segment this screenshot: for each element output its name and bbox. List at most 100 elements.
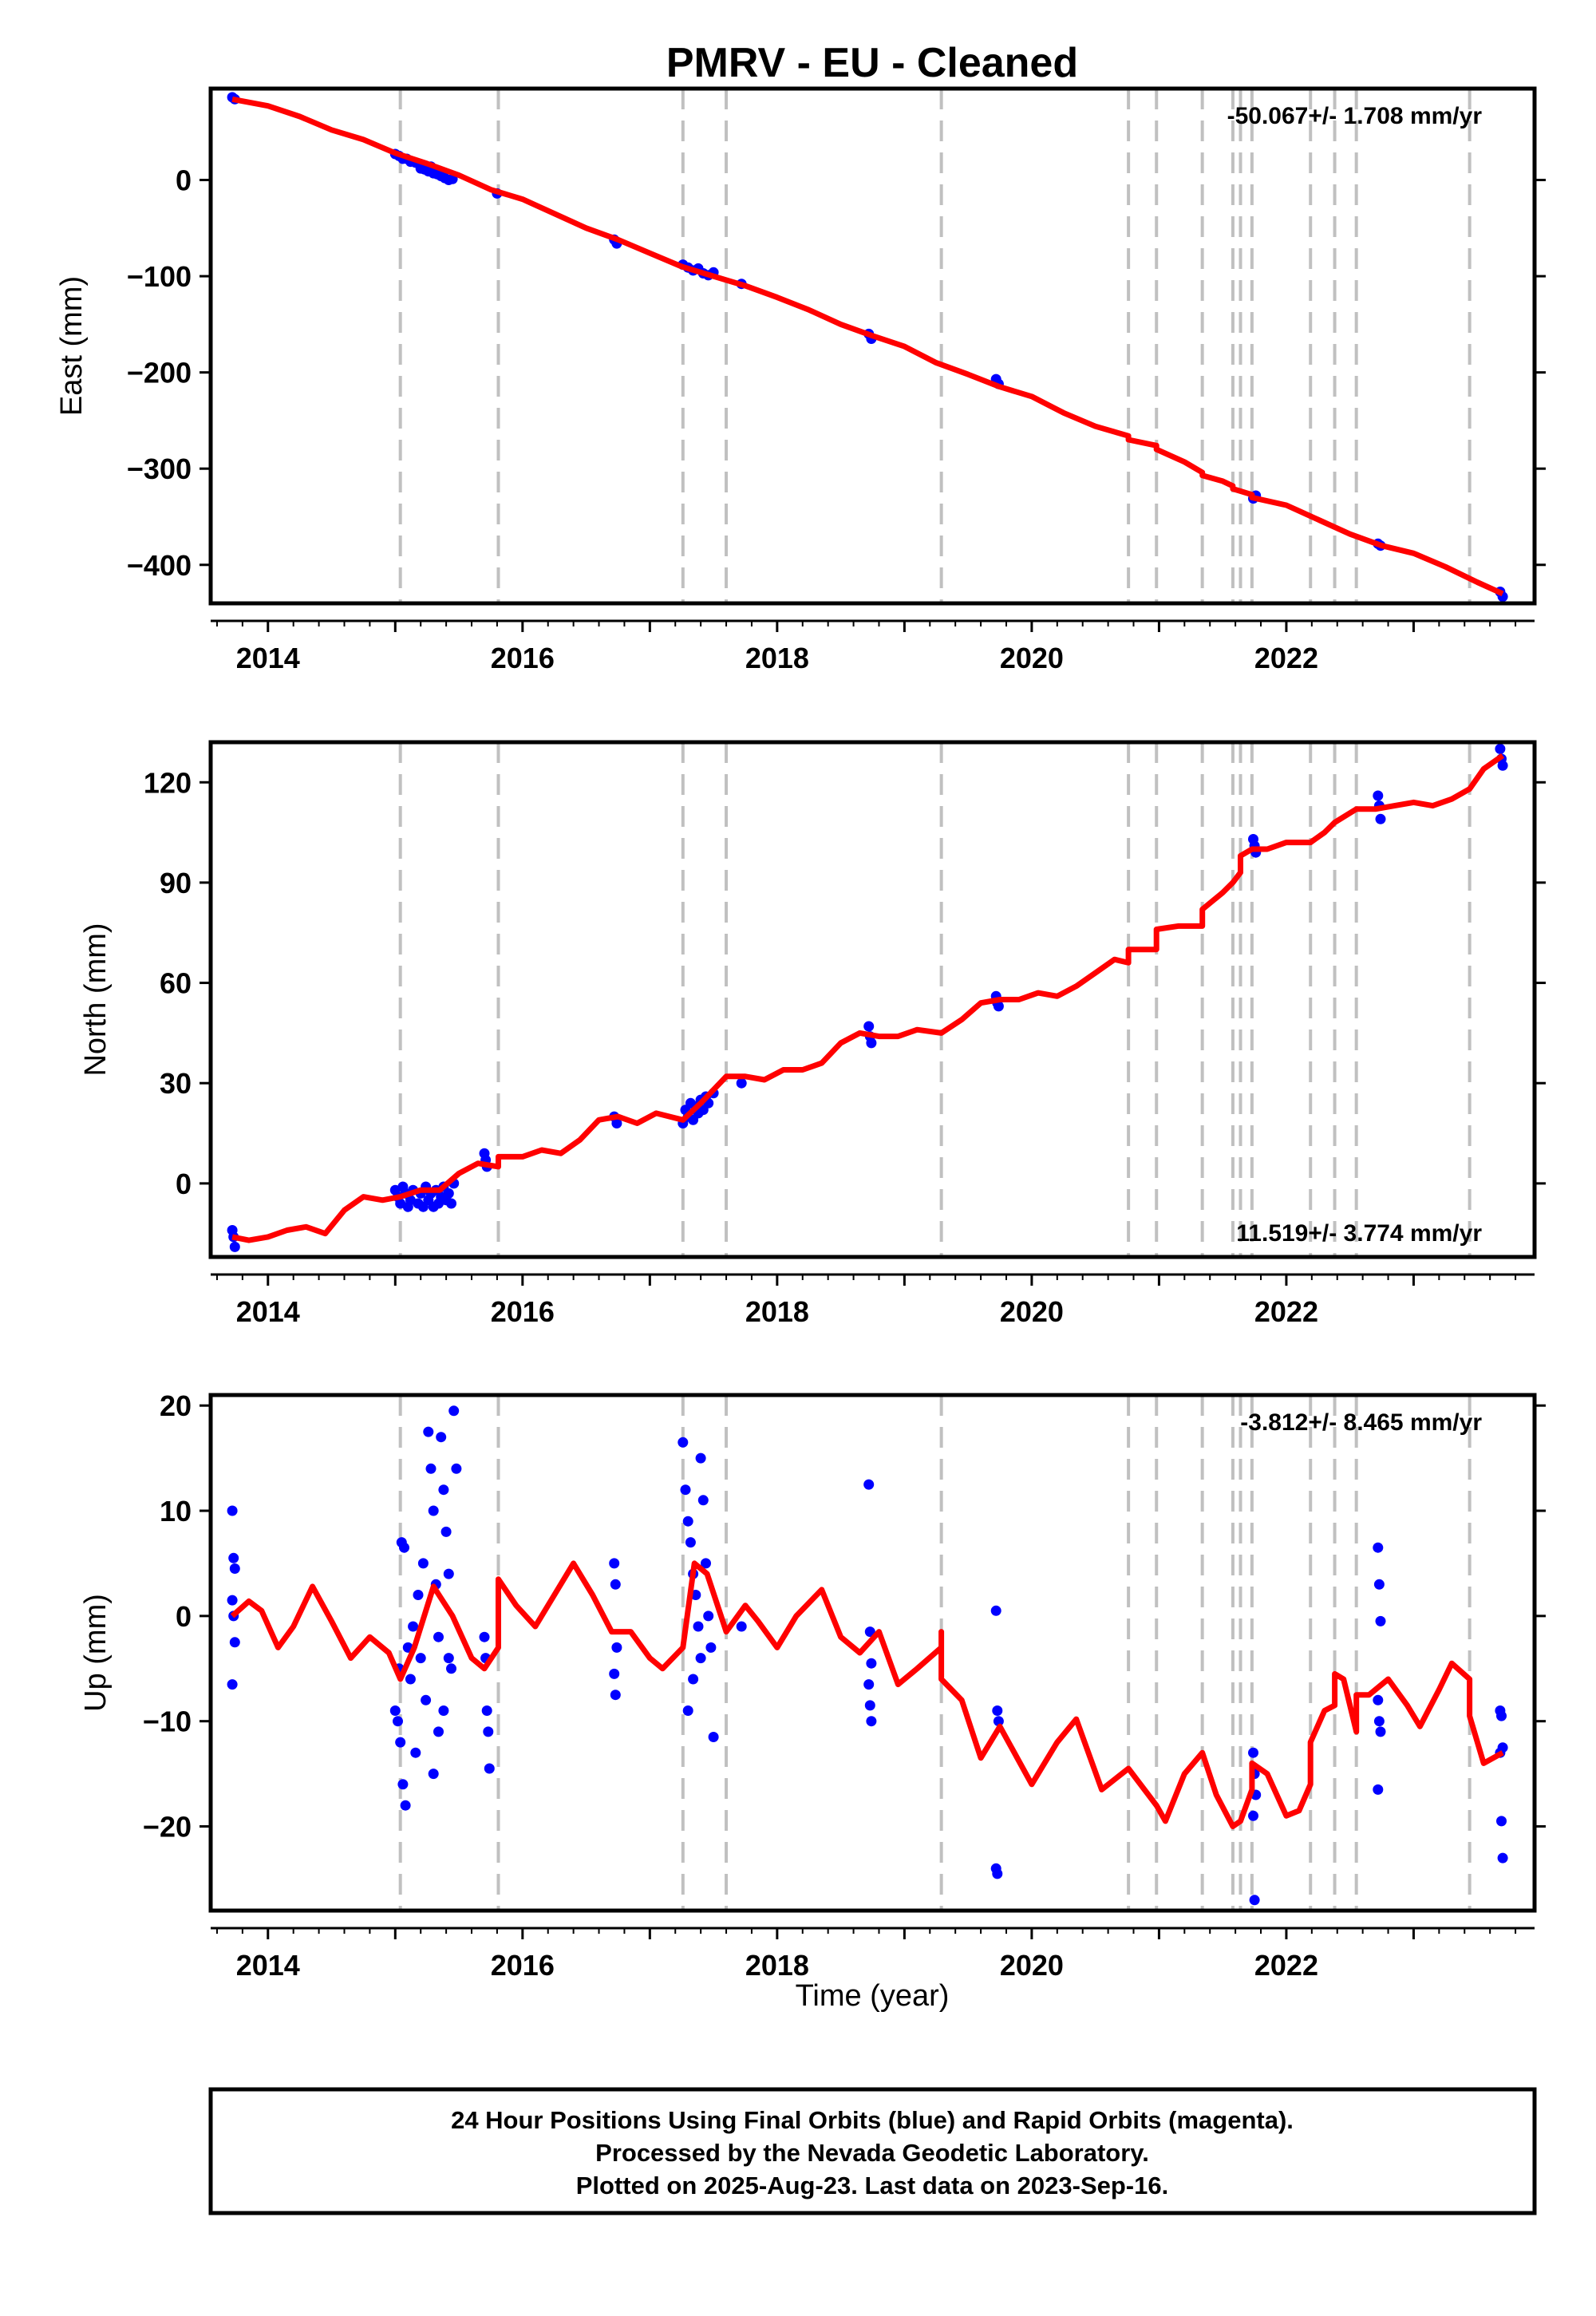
data-point: [609, 1558, 620, 1569]
data-point: [611, 1118, 622, 1128]
data-point: [229, 1637, 240, 1648]
data-point: [443, 1188, 454, 1199]
y-tick-label: −200: [127, 357, 192, 389]
data-point: [393, 1716, 403, 1727]
y-tick-label: 120: [144, 766, 192, 799]
data-point: [1373, 1579, 1385, 1590]
data-point: [229, 1563, 240, 1574]
panels: 2014 2016 2018 2020 2022 0 −100 −200 −300 −400 Eas…: [55, 86, 1546, 1982]
data-point: [736, 1077, 747, 1089]
data-point: [483, 1726, 494, 1737]
data-point: [410, 1747, 421, 1758]
x-tick-label: 2018: [745, 1949, 809, 1982]
y-tick-label: 0: [176, 1600, 192, 1633]
data-point: [610, 1579, 621, 1590]
data-point: [436, 1432, 447, 1443]
data-point: [695, 1653, 706, 1664]
data-point: [399, 1542, 409, 1553]
data-point: [1248, 1747, 1258, 1758]
y-tick-label: −10: [143, 1705, 192, 1738]
data-point: [417, 1558, 429, 1569]
data-point: [610, 1690, 621, 1701]
footer-line-2: Processed by the Nevada Geodetic Laborat…: [595, 2139, 1149, 2167]
x-axis-label: Time (year): [796, 1979, 950, 2013]
data-point: [864, 1626, 875, 1638]
x-tick-label: 2016: [491, 1949, 555, 1982]
data-point: [415, 1653, 426, 1664]
y-tick-label: −300: [127, 453, 192, 485]
data-point: [736, 1621, 747, 1632]
plot-frame: [208, 740, 1537, 1259]
data-points: [227, 743, 1508, 1252]
y-tick-label: 60: [160, 967, 192, 1000]
x-tick-label: 2022: [1254, 1295, 1318, 1328]
x-tick-label: 2018: [745, 1295, 809, 1328]
x-tick-label: 2020: [1000, 642, 1064, 674]
data-point: [389, 1705, 401, 1716]
x-tick-label: 2014: [236, 642, 300, 674]
x-tick-label: 2022: [1254, 1949, 1318, 1982]
data-point: [1373, 790, 1384, 801]
data-point: [866, 1037, 877, 1049]
data-point: [423, 1426, 434, 1437]
data-point: [421, 1694, 432, 1705]
data-point: [440, 1526, 452, 1537]
data-points: [227, 92, 1508, 603]
y-axis-label: Up (mm): [79, 1594, 113, 1712]
data-point: [863, 1679, 875, 1690]
y-axis-label: East (mm): [55, 276, 89, 416]
y-tick-label: −100: [127, 260, 192, 293]
data-point: [693, 1621, 704, 1632]
model-line: [230, 1560, 1504, 1829]
data-point: [1373, 1716, 1385, 1727]
data-point: [1497, 1852, 1508, 1863]
plot-frame: [208, 1393, 1537, 1913]
velocity-label: 11.519+/- 3.774 mm/yr: [1236, 1220, 1482, 1247]
panel-east: 2014 2016 2018 2020 2022 0 −100 −200 −300 −400 Eas…: [55, 86, 1546, 674]
x-tick-label: 2014: [236, 1295, 300, 1328]
data-point: [425, 1463, 437, 1474]
y-tick-label: −400: [127, 549, 192, 582]
data-point: [1375, 1726, 1386, 1737]
data-point: [1373, 1694, 1384, 1705]
data-point: [695, 1452, 706, 1464]
data-point: [229, 1241, 240, 1252]
y-axis-label: North (mm): [79, 923, 113, 1076]
data-point: [993, 1716, 1004, 1727]
data-point: [703, 1611, 714, 1622]
panel-up: 2014 2016 2018 2020 2022 20 10 0 −10 −20 Up (mm) -3…: [79, 1389, 1546, 1982]
data-point: [484, 1763, 495, 1774]
data-point: [438, 1484, 449, 1496]
panel-north: 2014 2016 2018 2020 2022 0 30 60 90 120 North (mm)…: [79, 740, 1546, 1328]
figure-title: PMRV - EU - Cleaned: [666, 40, 1078, 86]
data-point: [428, 1769, 439, 1780]
data-point: [438, 1705, 449, 1716]
velocity-label: -3.812+/- 8.465 mm/yr: [1240, 1409, 1482, 1436]
data-point: [446, 1198, 456, 1209]
data-point: [863, 1479, 875, 1490]
data-point: [682, 1516, 693, 1527]
data-point: [413, 1590, 424, 1600]
data-point: [408, 1621, 419, 1632]
y-tick-label: −20: [143, 1811, 192, 1844]
data-point: [992, 1868, 1003, 1879]
data-point: [1497, 760, 1508, 771]
data-point: [428, 1505, 439, 1516]
data-point: [433, 1631, 444, 1642]
data-point: [433, 1726, 444, 1737]
x-tick-label: 2022: [1254, 642, 1318, 674]
data-point: [443, 1568, 454, 1579]
model-line: [231, 753, 1505, 1243]
x-tick-label: 2018: [745, 642, 809, 674]
data-point: [1496, 1816, 1507, 1827]
data-point: [708, 1732, 719, 1742]
footer-line-1: 24 Hour Positions Using Final Orbits (bl…: [451, 2106, 1294, 2134]
x-tick-label: 2020: [1000, 1949, 1064, 1982]
data-point: [1249, 1895, 1260, 1906]
x-tick-label: 2016: [491, 1295, 555, 1328]
data-point: [227, 1595, 238, 1606]
data-point: [397, 1779, 409, 1790]
data-point: [481, 1705, 492, 1716]
footer-box: [208, 2087, 1537, 2215]
